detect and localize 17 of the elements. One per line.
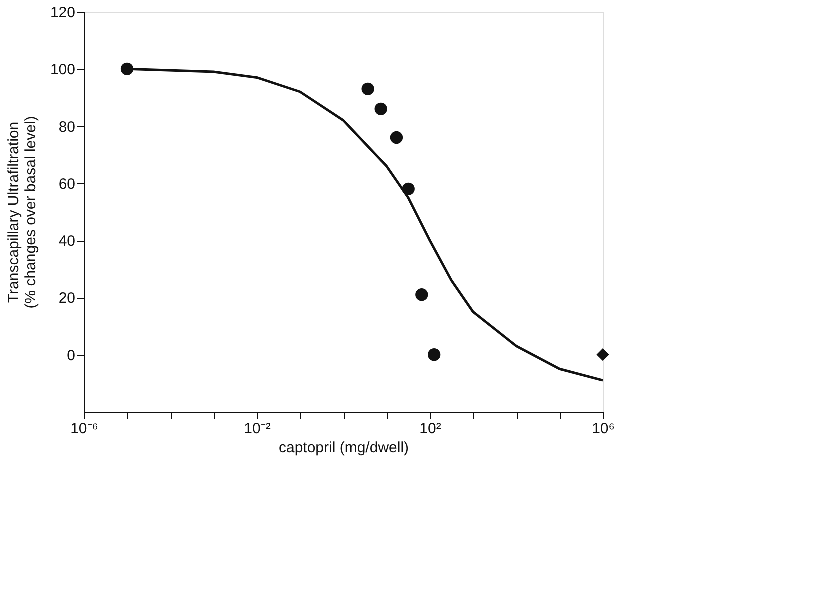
x-tick-label: 10⁻² [244, 420, 271, 438]
x-axis-title: captopril (mg/dwell) [278, 440, 410, 456]
point [362, 82, 374, 96]
y-tick-label: 100 [50, 62, 76, 79]
y-tick-label: 40 [58, 233, 76, 250]
y-tick-label: 120 [50, 4, 76, 22]
x-tick-label: 10² [420, 420, 442, 438]
point [428, 348, 441, 362]
x-tick-label: 10⁻⁶ [70, 420, 98, 438]
y-axis-title: Transcapillary Ultrafiltration (% changes over basal level) [5, 116, 40, 309]
y-tick-label: 20 [58, 290, 76, 308]
point [416, 288, 428, 302]
x-tick-label: 10⁶ [592, 420, 615, 438]
y-tick-label: 0 [67, 347, 76, 364]
point [374, 102, 388, 116]
y-tick-label: 80 [58, 118, 76, 136]
y-tick-label: 60 [58, 176, 76, 193]
